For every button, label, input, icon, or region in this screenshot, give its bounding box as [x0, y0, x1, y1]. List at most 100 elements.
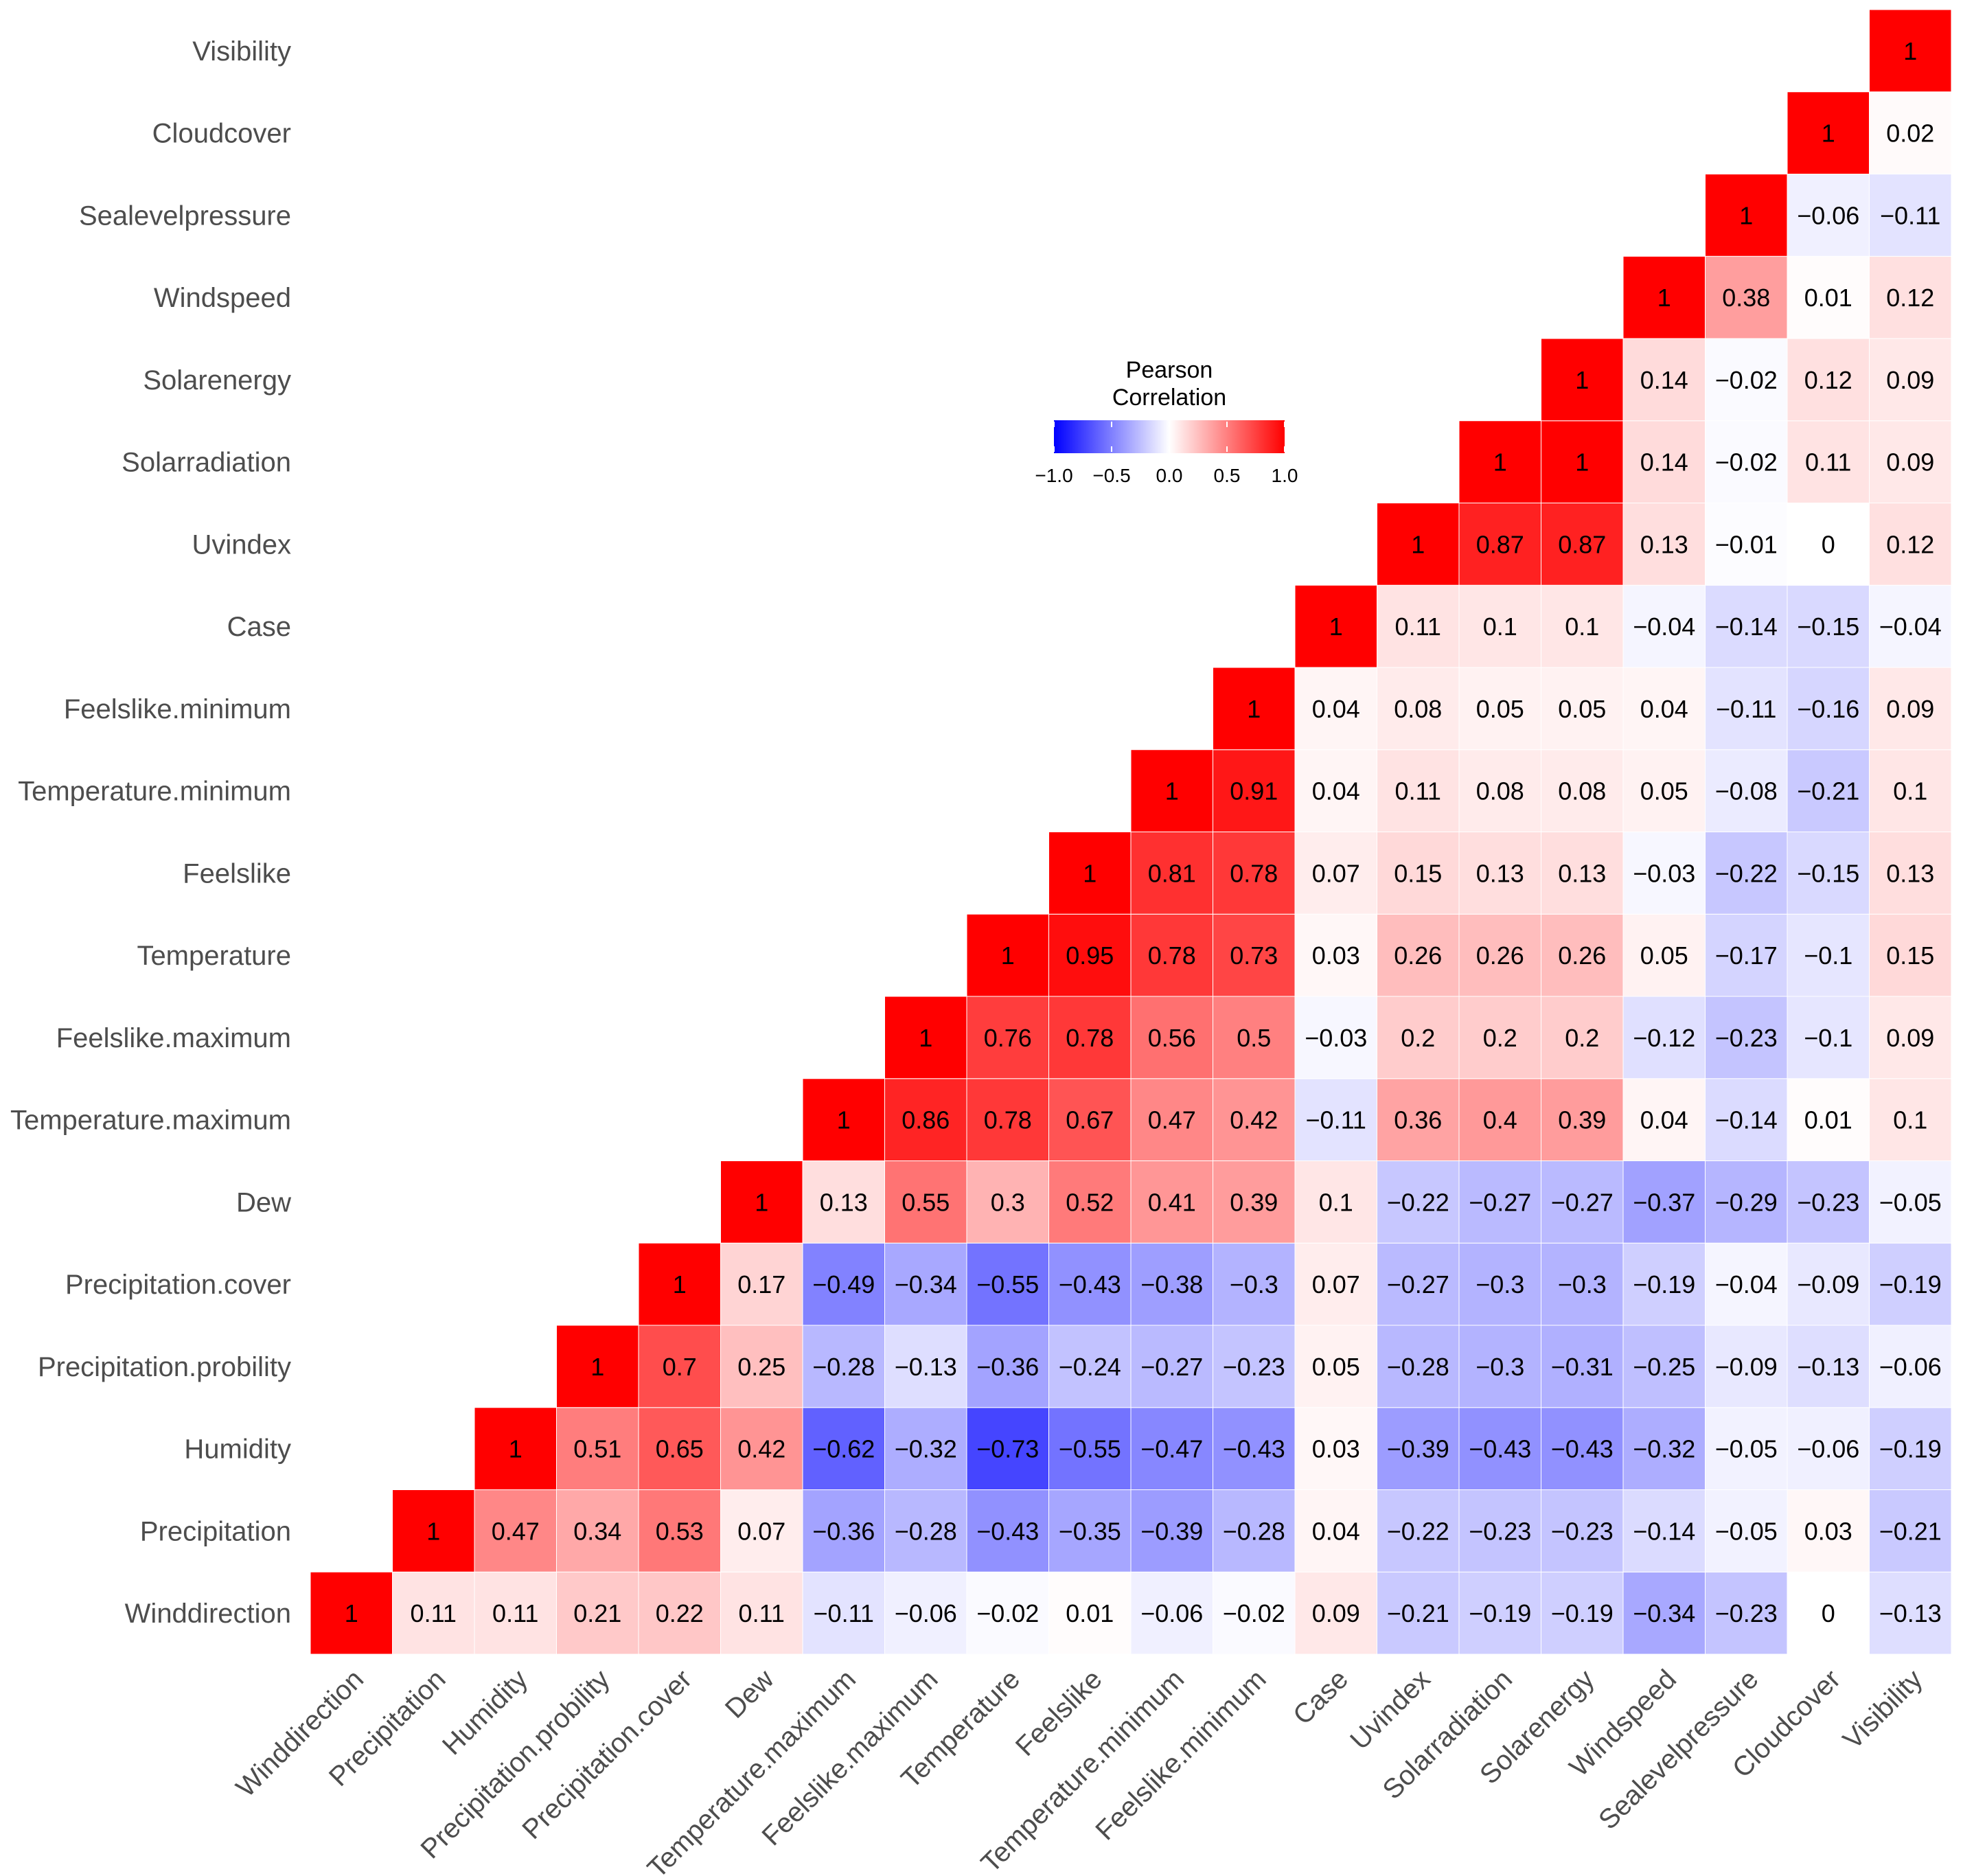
cell-value-precipitation-cover-temperature-minimum: −0.38: [1140, 1270, 1203, 1299]
heatmap-cell-temperature-maximum-visibility: [1869, 1078, 1952, 1161]
heatmap-cell-temperature-maximum-temperature-minimum: [1130, 1078, 1213, 1161]
cell-value-precipitation-cover-temperature: −0.55: [976, 1270, 1039, 1299]
cell-value-case-case: 1: [1329, 613, 1343, 641]
heatmap-cell-feelslike-minimum-cloudcover: [1787, 667, 1870, 751]
cell-value-cloudcover-cloudcover: 1: [1822, 119, 1835, 148]
heatmap-cell-case-case: [1294, 584, 1377, 668]
cell-value-winddirection-winddirection: 1: [345, 1599, 358, 1627]
cell-value-precipitation-cover-solarradiation: −0.3: [1476, 1270, 1524, 1299]
heatmap-cell-temperature-minimum-cloudcover: [1787, 749, 1870, 832]
heatmap-cell-precipitation-probility-temperature: [966, 1325, 1049, 1408]
cell-value-case-cloudcover: −0.15: [1797, 613, 1859, 641]
y-tick-label-precipitation-probility: Precipitation.probility: [38, 1352, 291, 1382]
cell-value-solarradiation-visibility: 0.09: [1886, 448, 1934, 477]
cell-value-temperature-temperature-minimum: 0.78: [1148, 941, 1196, 970]
cell-value-winddirection-sealevelpressure: −0.23: [1715, 1599, 1778, 1627]
cell-value-feelslike-maximum-sealevelpressure: −0.23: [1715, 1024, 1778, 1052]
cell-value-humidity-feelslike-minimum: −0.43: [1223, 1435, 1285, 1463]
cell-value-solarradiation-solarenergy: 1: [1575, 448, 1589, 477]
cell-value-temperature-minimum-windspeed: 0.05: [1640, 777, 1688, 805]
cell-value-precipitation-case: 0.04: [1312, 1517, 1360, 1545]
heatmap-cell-dew-temperature-maximum: [802, 1160, 885, 1244]
heatmap-cell-temperature-cloudcover: [1787, 913, 1870, 997]
cell-value-winddirection-case: 0.09: [1312, 1599, 1360, 1627]
heatmap-cell-precipitation-cover-dew: [720, 1242, 803, 1326]
cell-value-dew-temperature-maximum: 0.13: [820, 1188, 868, 1216]
cell-value-precipitation-probility-solarradiation: −0.3: [1476, 1353, 1524, 1381]
heatmap-cell-humidity-case: [1294, 1407, 1377, 1490]
cell-value-precipitation-cover-windspeed: −0.19: [1633, 1270, 1695, 1299]
heatmap-cell-feelslike-visibility: [1869, 832, 1952, 915]
heatmap-cell-precipitation-cover-temperature: [966, 1242, 1049, 1326]
cell-value-sealevelpressure-cloudcover: −0.06: [1797, 201, 1859, 229]
heatmap-cell-precipitation-cover-solarenergy: [1541, 1242, 1624, 1326]
cell-value-winddirection-precipitation-cover: 0.22: [656, 1599, 704, 1627]
cell-value-precipitation-cover-solarenergy: −0.3: [1558, 1270, 1607, 1299]
cell-value-precipitation-probility-temperature-minimum: −0.27: [1140, 1353, 1203, 1381]
cell-value-precipitation-probility-sealevelpressure: −0.09: [1715, 1353, 1778, 1381]
cell-value-feelslike-minimum-visibility: 0.09: [1886, 695, 1934, 723]
heatmap-cell-precipitation-cover-precipitation-cover: [638, 1242, 721, 1326]
heatmap-cell-winddirection-windspeed: [1622, 1571, 1706, 1655]
heatmap-cell-precipitation-probility-solarradiation: [1458, 1325, 1541, 1408]
heatmap-cell-solarenergy-solarenergy: [1541, 338, 1624, 422]
heatmap-cell-sealevelpressure-sealevelpressure: [1705, 174, 1788, 257]
heatmap-cell-feelslike-maximum-feelslike-maximum: [884, 996, 967, 1079]
cell-value-feelslike-maximum-feelslike-minimum: 0.5: [1237, 1024, 1271, 1052]
cell-value-visibility-visibility: 1: [1903, 37, 1917, 65]
cell-value-precipitation-cover-visibility: −0.19: [1879, 1270, 1942, 1299]
heatmap-cell-temperature-maximum-sealevelpressure: [1705, 1078, 1788, 1161]
heatmap-cell-humidity-solarenergy: [1541, 1407, 1624, 1490]
cell-value-feelslike-minimum-windspeed: 0.04: [1640, 695, 1688, 723]
cell-value-dew-solarenergy: −0.27: [1551, 1188, 1614, 1216]
cell-value-solarenergy-visibility: 0.09: [1886, 366, 1934, 394]
heatmap-cell-precipitation-probility-precipitation-cover: [638, 1325, 721, 1408]
y-axis-labels: Winddirection Precipitation Humidity Precip…: [10, 36, 291, 1629]
heatmap-cell-humidity-feelslike-minimum: [1213, 1407, 1296, 1490]
cell-value-temperature-minimum-case: 0.04: [1312, 777, 1360, 805]
cell-value-cloudcover-visibility: 0.02: [1886, 119, 1934, 148]
cell-value-dew-feelslike: 0.52: [1066, 1188, 1114, 1216]
cell-value-dew-visibility: −0.05: [1879, 1188, 1942, 1216]
heatmap-cell-case-solarenergy: [1541, 584, 1624, 668]
heatmap-cell-dew-dew: [720, 1160, 803, 1244]
heatmap-cell-solarenergy-sealevelpressure: [1705, 338, 1788, 422]
cell-value-precipitation-probility-visibility: −0.06: [1879, 1353, 1942, 1381]
cell-value-humidity-dew: 0.42: [737, 1435, 785, 1463]
legend-tick-label-2: 0.0: [1156, 465, 1183, 486]
cell-value-winddirection-solarenergy: −0.19: [1551, 1599, 1614, 1627]
heatmap-cell-temperature-minimum-uvindex: [1377, 749, 1460, 832]
heatmap-cell-winddirection-dew: [720, 1571, 803, 1655]
cell-value-solarenergy-windspeed: 0.14: [1640, 366, 1688, 394]
heatmap-cell-temperature-minimum-sealevelpressure: [1705, 749, 1788, 832]
heatmap-cell-feelslike-maximum-temperature-minimum: [1130, 996, 1213, 1079]
heatmap-cell-case-cloudcover: [1787, 584, 1870, 668]
cell-value-temperature-minimum-cloudcover: −0.21: [1797, 777, 1859, 805]
cell-value-temperature-maximum-feelslike-maximum: 0.86: [902, 1106, 950, 1134]
heatmap-cell-temperature-solarradiation: [1458, 913, 1541, 997]
heatmap-cell-dew-sealevelpressure: [1705, 1160, 1788, 1244]
cell-value-precipitation-temperature-minimum: −0.39: [1140, 1517, 1203, 1545]
heatmap-cell-uvindex-cloudcover: [1787, 503, 1870, 586]
heatmap-cell-uvindex-visibility: [1869, 503, 1952, 586]
cell-value-precipitation-probility-uvindex: −0.28: [1387, 1353, 1449, 1381]
heatmap-cell-temperature-maximum-cloudcover: [1787, 1078, 1870, 1161]
y-tick-label-temperature-maximum: Temperature.maximum: [10, 1106, 291, 1136]
y-tick-label-windspeed: Windspeed: [154, 283, 291, 313]
heatmap-cell-precipitation-probility-precipitation-probility: [556, 1325, 639, 1408]
heatmap-cell-precipitation-probility-temperature-maximum: [802, 1325, 885, 1408]
heatmap-cell-precipitation-sealevelpressure: [1705, 1489, 1788, 1572]
legend-tick-label-4: 1.0: [1272, 465, 1298, 486]
heatmap-cell-dew-case: [1294, 1160, 1377, 1244]
cell-value-precipitation-visibility: −0.21: [1879, 1517, 1942, 1545]
heatmap-cell-precipitation-solarradiation: [1458, 1489, 1541, 1572]
cell-value-uvindex-uvindex: 1: [1411, 530, 1425, 558]
cell-value-precipitation-cover-temperature-maximum: −0.49: [812, 1270, 875, 1299]
cell-value-winddirection-uvindex: −0.21: [1387, 1599, 1449, 1627]
heatmap-cell-humidity-feelslike-maximum: [884, 1407, 967, 1490]
cell-value-temperature-maximum-solarenergy: 0.39: [1558, 1106, 1606, 1134]
heatmap-cell-windspeed-sealevelpressure: [1705, 255, 1788, 339]
heatmap-cell-temperature-maximum-temperature: [966, 1078, 1049, 1161]
heatmap-cell-feelslike-maximum-sealevelpressure: [1705, 996, 1788, 1079]
cell-value-temperature-uvindex: 0.26: [1394, 941, 1442, 970]
